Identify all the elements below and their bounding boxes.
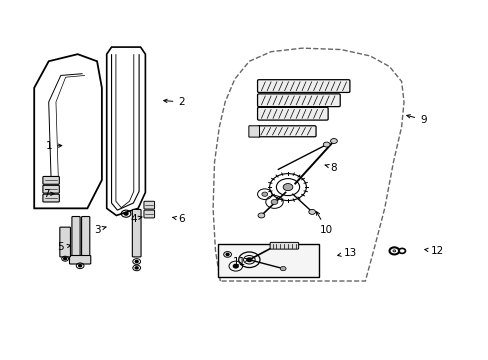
- FancyBboxPatch shape: [143, 210, 154, 218]
- Text: 3: 3: [94, 225, 106, 235]
- FancyBboxPatch shape: [257, 126, 315, 137]
- FancyBboxPatch shape: [132, 210, 141, 257]
- FancyBboxPatch shape: [43, 185, 59, 193]
- Text: 9: 9: [406, 114, 426, 125]
- Circle shape: [246, 258, 251, 261]
- Circle shape: [63, 258, 66, 260]
- Circle shape: [233, 264, 238, 268]
- Text: 1: 1: [45, 141, 61, 151]
- Circle shape: [283, 184, 292, 191]
- FancyBboxPatch shape: [248, 126, 259, 137]
- FancyBboxPatch shape: [72, 216, 80, 257]
- FancyBboxPatch shape: [257, 80, 349, 93]
- Circle shape: [392, 250, 395, 252]
- Text: 8: 8: [325, 163, 337, 172]
- FancyBboxPatch shape: [43, 176, 59, 184]
- Text: 12: 12: [424, 246, 444, 256]
- FancyBboxPatch shape: [257, 107, 327, 120]
- Circle shape: [280, 266, 285, 271]
- FancyBboxPatch shape: [69, 256, 91, 264]
- FancyBboxPatch shape: [43, 194, 59, 202]
- Circle shape: [330, 139, 337, 144]
- FancyBboxPatch shape: [143, 201, 154, 209]
- Circle shape: [225, 253, 228, 256]
- Text: 4: 4: [130, 214, 142, 224]
- Circle shape: [262, 192, 267, 196]
- Circle shape: [323, 142, 329, 147]
- FancyBboxPatch shape: [257, 94, 340, 107]
- Text: 2: 2: [163, 97, 184, 107]
- FancyBboxPatch shape: [269, 242, 298, 249]
- Circle shape: [124, 212, 128, 215]
- Circle shape: [258, 213, 264, 218]
- Circle shape: [270, 199, 277, 204]
- FancyBboxPatch shape: [60, 227, 70, 257]
- Circle shape: [135, 260, 138, 262]
- Text: 7: 7: [43, 189, 54, 199]
- Text: 11: 11: [233, 257, 248, 266]
- Text: 13: 13: [337, 248, 357, 258]
- Bar: [218, 244, 319, 278]
- Text: 10: 10: [316, 212, 332, 235]
- Circle shape: [308, 210, 315, 215]
- Circle shape: [135, 267, 138, 269]
- Text: 5: 5: [58, 242, 70, 252]
- Circle shape: [79, 265, 81, 267]
- FancyBboxPatch shape: [81, 216, 90, 257]
- Text: 6: 6: [172, 214, 184, 224]
